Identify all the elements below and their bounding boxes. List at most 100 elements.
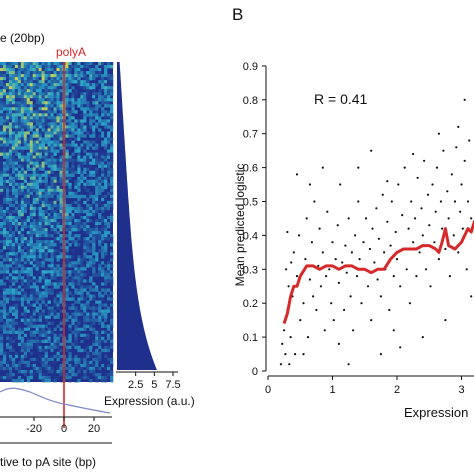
heatmap-cell (89, 107, 93, 111)
heatmap-cell (41, 104, 45, 108)
heatmap-cell (53, 228, 57, 232)
heatmap-cell (83, 375, 87, 380)
heatmap-cell (92, 101, 96, 105)
heatmap-cell (8, 309, 13, 313)
heatmap-cell (50, 234, 54, 238)
heatmap-cell (80, 158, 84, 162)
heatmap-cell (89, 173, 93, 178)
heatmap-cell (56, 279, 60, 283)
heatmap-cell (47, 228, 51, 232)
heatmap-cell (83, 333, 87, 338)
heatmap-cell (107, 167, 111, 171)
heatmap-cell (89, 279, 93, 283)
heatmap-cell (14, 173, 19, 178)
heatmap-cell (50, 89, 54, 93)
heatmap-cell (107, 306, 111, 310)
heatmap-cell (47, 65, 51, 69)
heatmap-cell (89, 264, 93, 268)
heatmap-cell (107, 297, 111, 301)
scatter-point (465, 268, 468, 271)
heatmap-cell (35, 62, 39, 66)
scatter-point (357, 166, 360, 169)
heatmap-cell (83, 357, 87, 362)
heatmap-cell (59, 170, 63, 174)
heatmap-cell (65, 107, 69, 111)
heatmap-cell (107, 231, 111, 235)
heatmap-cell (53, 360, 57, 365)
heatmap-cell (17, 203, 22, 208)
heatmap-cell (5, 315, 10, 319)
heatmap-cell (104, 375, 108, 380)
heatmap-cell (53, 218, 57, 223)
heatmap-cell (95, 107, 99, 111)
heatmap-cell (5, 372, 10, 377)
heatmap-cell (0, 140, 4, 144)
heatmap-cell (89, 318, 93, 322)
heatmap-cell (35, 122, 39, 126)
heatmap-cell (41, 243, 45, 247)
heatmap-cell (8, 80, 13, 84)
heatmap-cell (104, 197, 108, 202)
heatmap-cell (68, 77, 72, 81)
heatmap-cell (0, 336, 4, 341)
heatmap-cell (89, 261, 93, 265)
heatmap-cell (14, 68, 19, 72)
heatmap-cell (2, 164, 7, 168)
heatmap-cell (110, 74, 114, 78)
heatmap-cell (86, 291, 90, 295)
heatmap-cell (107, 215, 111, 220)
heatmap-cell (89, 155, 93, 159)
heatmap-cell (92, 146, 96, 150)
heatmap-cell (11, 288, 16, 292)
heatmap-cell (38, 86, 42, 90)
heatmap-cell (92, 77, 96, 81)
heatmap-cell (56, 336, 60, 341)
heatmap-cell (29, 246, 34, 250)
heatmap-cell (14, 182, 19, 187)
heatmap-cell (29, 276, 34, 280)
heatmap-cell (14, 291, 19, 295)
heatmap-cell (14, 134, 19, 138)
heatmap-cell (104, 261, 108, 265)
heatmap-cell (26, 191, 31, 196)
heatmap-cell (104, 279, 108, 283)
heatmap-cell (107, 173, 111, 178)
heatmap-cell (89, 170, 93, 174)
heatmap-cell (20, 173, 25, 178)
heatmap-cell (80, 206, 84, 211)
heatmap-cell (77, 318, 81, 322)
heatmap-cell (80, 261, 84, 265)
expression-x-tick-label: 2.5 (128, 379, 143, 391)
heatmap-cell (35, 68, 39, 72)
heatmap-cell (50, 128, 54, 132)
heatmap-cell (77, 158, 81, 162)
heatmap-cell (0, 164, 4, 168)
heatmap-cell (8, 237, 13, 241)
heatmap-cell (0, 300, 4, 304)
heatmap-cell (32, 309, 36, 313)
heatmap-cell (44, 122, 48, 126)
heatmap-cell (98, 158, 102, 162)
heatmap-cell (77, 378, 81, 383)
scatter-point (377, 237, 380, 240)
heatmap-cell (14, 107, 19, 111)
scatter-point (308, 183, 311, 186)
heatmap-cell (71, 237, 75, 241)
heatmap-cell (8, 218, 13, 223)
heatmap-cell (41, 234, 45, 238)
heatmap-cell (77, 366, 81, 371)
heatmap-cell (65, 185, 69, 190)
heatmap-cell (68, 237, 72, 241)
heatmap-cell (89, 125, 93, 129)
scatter-point (426, 193, 430, 196)
heatmap-cell (5, 276, 10, 280)
heatmap-cell (56, 107, 60, 111)
scatter-point (420, 207, 423, 210)
heatmap-cell (47, 74, 51, 78)
heatmap-cell (26, 167, 31, 171)
heatmap-cell (20, 113, 25, 117)
heatmap-cell (26, 68, 31, 72)
heatmap-cell (107, 218, 111, 223)
scatter-point (283, 329, 286, 332)
heatmap-cell (32, 65, 36, 69)
